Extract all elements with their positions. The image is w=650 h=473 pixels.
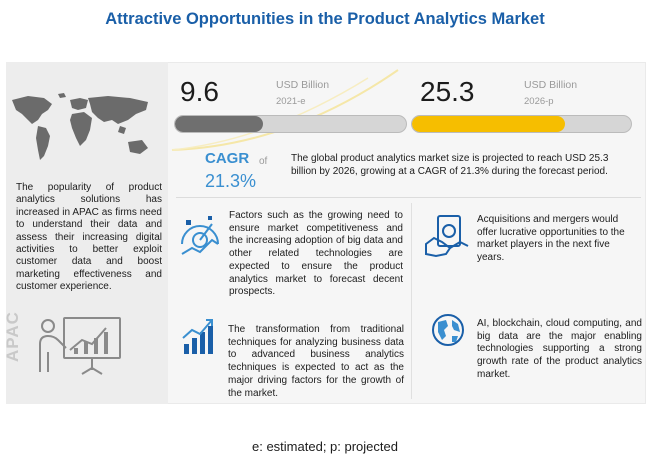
progress-bar-2026 <box>411 115 632 133</box>
year-2026: 2026-p <box>524 96 554 107</box>
insight-transformation: The transformation from traditional tech… <box>228 324 404 399</box>
year-2021: 2021-e <box>276 96 306 107</box>
insight-acquisitions: Acquisitions and mergers would offer luc… <box>477 214 625 264</box>
region-label: APAC <box>3 311 22 362</box>
insight-competitiveness: Factors such as the growing need to ensu… <box>229 210 403 298</box>
cagr-label: CAGR <box>205 150 250 167</box>
cagr-of: of <box>259 156 268 167</box>
market-size-2026: 25.3 <box>420 76 475 107</box>
cagr-value: 21.3% <box>205 171 257 191</box>
handshake-money-icon <box>425 215 469 258</box>
progress-fill-2021 <box>175 116 263 132</box>
apac-description: The popularity of product analytics solu… <box>16 182 162 293</box>
page-title: Attractive Opportunities in the Product … <box>105 10 545 28</box>
progress-bar-2021 <box>174 115 407 133</box>
divider <box>176 197 641 198</box>
footnote: e: estimated; p: projected <box>252 439 398 454</box>
unit-2021: USD Billion <box>276 79 330 91</box>
insight-technologies: AI, blockchain, cloud computing, and big… <box>477 318 642 380</box>
presentation-icon <box>39 317 121 375</box>
divider-vertical <box>411 203 412 399</box>
globe-icon <box>432 314 464 346</box>
progress-fill-2026 <box>412 116 566 132</box>
world-map-icon <box>12 93 148 160</box>
growth-chart-icon <box>182 319 213 354</box>
market-summary: The global product analytics market size… <box>291 153 609 177</box>
unit-2026: USD Billion <box>524 79 578 91</box>
market-size-2021: 9.6 <box>180 76 219 107</box>
target-gauge-icon <box>181 216 219 255</box>
